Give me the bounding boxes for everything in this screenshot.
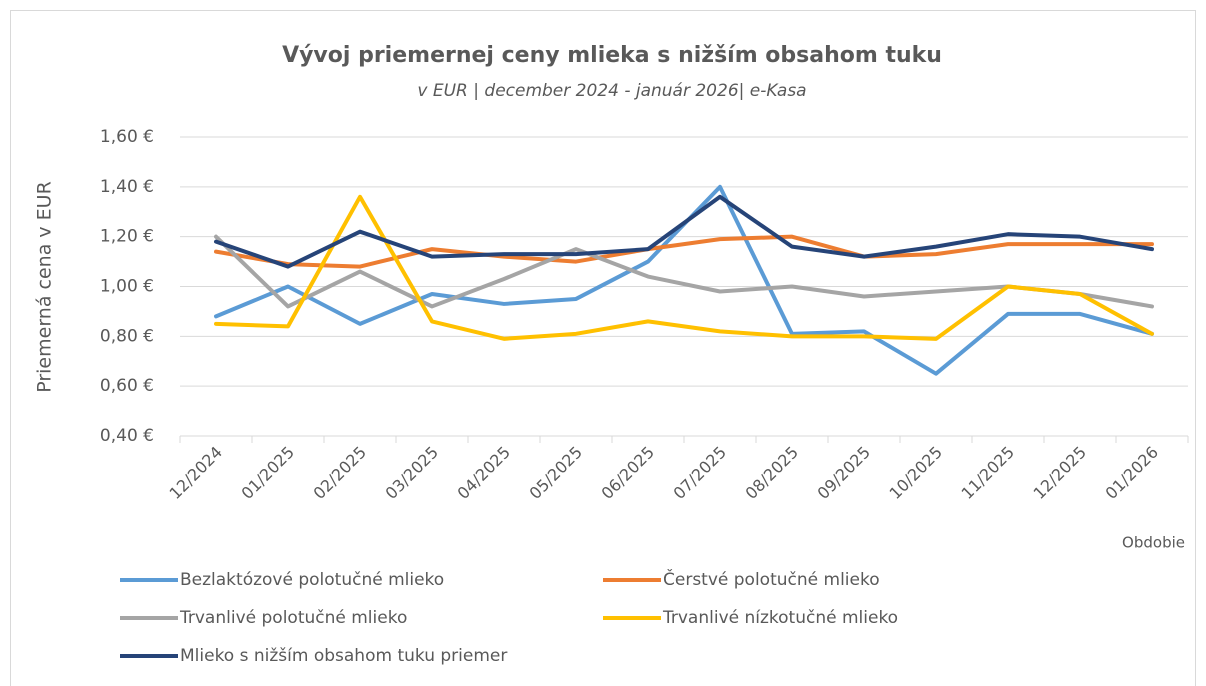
legend-label: Čerstvé polotučné mlieko xyxy=(663,568,880,590)
y-tick-label: 0,80 € xyxy=(100,326,154,346)
chart-title: Vývoj priemernej ceny mlieka s nižším ob… xyxy=(282,43,942,68)
x-tick-label: 07/2025 xyxy=(670,443,730,503)
x-tick-label: 01/2026 xyxy=(1102,443,1162,503)
x-tick-label: 08/2025 xyxy=(742,443,802,503)
legend-label: Mlieko s nižším obsahom tuku priemer xyxy=(180,646,507,666)
y-tick-label: 0,40 € xyxy=(100,426,154,446)
legend-label: Bezlaktózové polotučné mlieko xyxy=(180,570,444,590)
series-line xyxy=(214,194,1154,269)
x-tick-label: 03/2025 xyxy=(382,443,442,503)
x-tick-label: 10/2025 xyxy=(886,443,946,503)
y-axis-label: Priemerná cena v EUR xyxy=(34,181,56,393)
chart-border xyxy=(10,10,1196,686)
x-tick-label: 12/2025 xyxy=(1030,443,1090,503)
x-tick-label: 04/2025 xyxy=(454,443,514,503)
series-line xyxy=(214,234,1154,309)
x-tick-label: 01/2025 xyxy=(238,443,298,503)
y-tick-label: 1,60 € xyxy=(100,127,154,147)
x-axis-label: Obdobie xyxy=(1122,534,1185,552)
legend-label: Trvanlivé nízkotučné mlieko xyxy=(662,608,898,628)
series-line xyxy=(214,194,1154,341)
legend-label: Trvanlivé polotučné mlieko xyxy=(179,608,407,628)
y-tick-label: 1,40 € xyxy=(100,177,154,197)
x-tick-label: 12/2024 xyxy=(166,443,226,503)
y-tick-label: 1,20 € xyxy=(100,227,154,247)
x-tick-label: 02/2025 xyxy=(310,443,370,503)
x-tick-label: 11/2025 xyxy=(958,443,1018,503)
y-tick-label: 1,00 € xyxy=(100,277,154,297)
chart-subtitle: v EUR | december 2024 - január 2026| e-K… xyxy=(417,81,806,101)
x-tick-label: 06/2025 xyxy=(598,443,658,503)
series-line xyxy=(214,234,1154,269)
x-tick-label: 09/2025 xyxy=(814,443,874,503)
x-tick-label: 05/2025 xyxy=(526,443,586,503)
y-tick-label: 0,60 € xyxy=(100,376,154,396)
series-line xyxy=(214,184,1154,376)
